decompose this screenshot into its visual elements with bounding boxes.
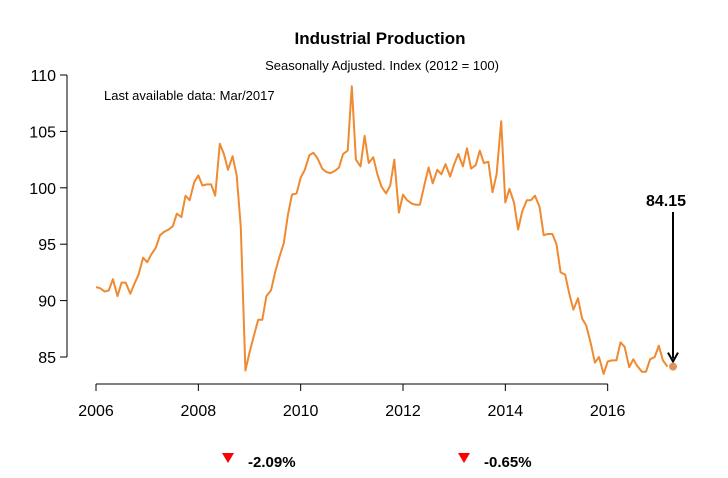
- y-tick-label: 85: [38, 350, 56, 367]
- change-label-2: -0.65%: [484, 454, 532, 471]
- down-triangle-icon: [458, 453, 470, 463]
- x-tick-label: 2016: [590, 403, 626, 420]
- x-tick-label: 2014: [488, 403, 524, 420]
- x-tick-label: 2006: [78, 403, 114, 420]
- last-data-note: Last available data: Mar/2017: [104, 88, 275, 103]
- x-axis: 2006 2008 2010 2012 2014 2016: [78, 383, 626, 420]
- change-label-1: -2.09%: [248, 454, 296, 471]
- x-tick-label: 2012: [385, 403, 421, 420]
- last-value-label: 84.15: [646, 193, 686, 210]
- arrow-head-icon: [667, 352, 679, 364]
- series-line: [95, 85, 669, 375]
- x-tick-label: 2008: [181, 403, 217, 420]
- series-layer: [95, 85, 679, 375]
- y-tick-label: 105: [29, 124, 56, 141]
- y-tick-label: 95: [38, 237, 56, 254]
- x-tick-label: 2010: [283, 403, 319, 420]
- y-tick-label: 100: [29, 181, 56, 198]
- chart-subtitle: Seasonally Adjusted. Index (2012 = 100): [265, 58, 499, 73]
- last-value-point: [669, 362, 677, 371]
- chart-title: Industrial Production: [295, 29, 466, 48]
- y-axis: 85 90 95 100 105 110: [29, 68, 68, 367]
- y-tick-label: 90: [38, 294, 56, 311]
- y-tick-label: 110: [30, 68, 56, 85]
- down-triangle-icon: [222, 453, 234, 463]
